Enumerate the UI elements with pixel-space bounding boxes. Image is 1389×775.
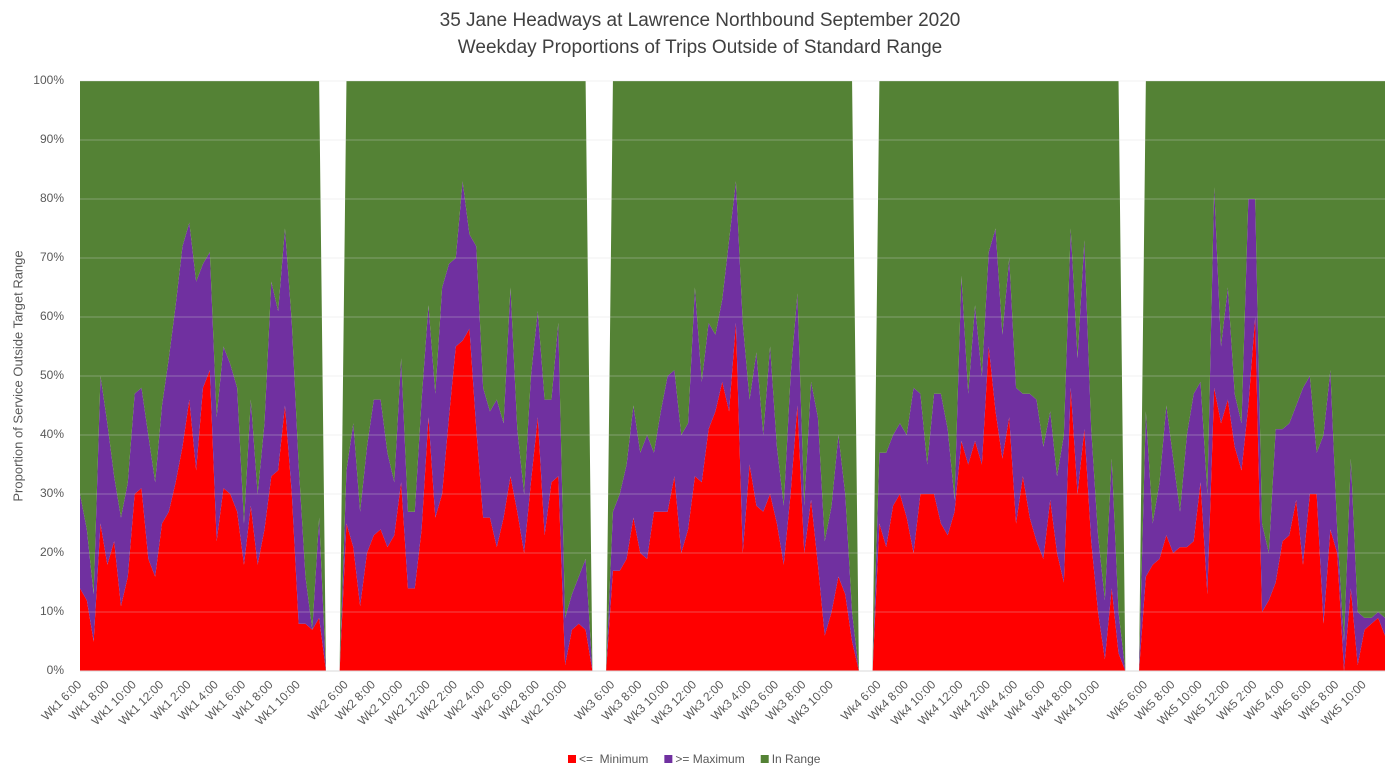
legend: <= Minimum >= Maximum In Range: [568, 752, 821, 766]
chart-title: 35 Jane Headways at Lawrence Northbound …: [440, 10, 961, 31]
y-tick-label: 90%: [40, 132, 64, 146]
legend-label: <= Minimum: [579, 752, 648, 766]
y-tick-label: 70%: [40, 250, 64, 264]
y-axis-title: Proportion of Service Outside Target Ran…: [10, 250, 25, 501]
y-tick-label: 100%: [33, 73, 64, 87]
y-tick-label: 30%: [40, 486, 64, 500]
legend-swatch: [664, 755, 673, 763]
y-tick-label: 80%: [40, 191, 64, 205]
legend-label: >= Maximum: [675, 752, 744, 766]
legend-label: In Range: [772, 752, 821, 766]
y-tick-label: 60%: [40, 309, 64, 323]
y-tick-label: 20%: [40, 545, 64, 559]
y-tick-label: 40%: [40, 427, 64, 441]
y-tick-label: 50%: [40, 368, 64, 382]
y-tick-label: 0%: [47, 663, 65, 677]
y-tick-label: 10%: [40, 604, 64, 618]
legend-swatch: [568, 755, 576, 763]
legend-swatch: [760, 755, 769, 763]
chart-subtitle: Weekday Proportions of Trips Outside of …: [458, 37, 942, 58]
area: [80, 81, 1385, 671]
area: [80, 317, 1385, 671]
area: [80, 181, 1385, 672]
